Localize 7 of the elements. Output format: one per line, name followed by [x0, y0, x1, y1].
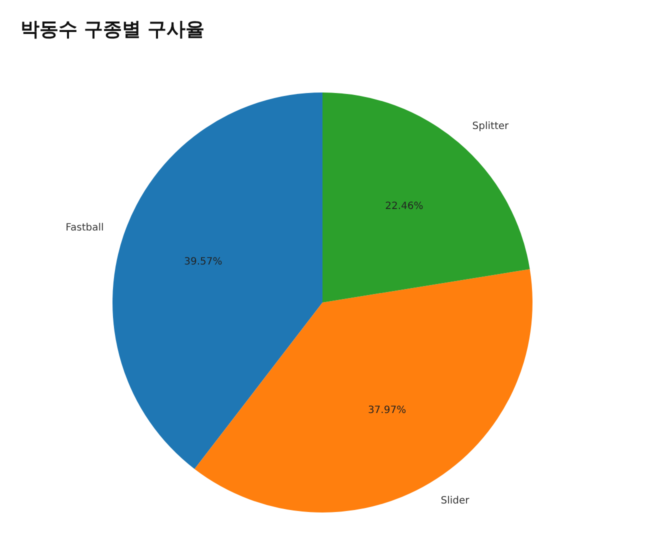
- data-label: 22.46%: [385, 201, 424, 212]
- data-label: 39.57%: [184, 256, 222, 268]
- slice-label: Splitter: [472, 121, 510, 132]
- slice-label: Slider: [440, 495, 470, 506]
- slice-label: Fastball: [66, 222, 104, 234]
- data-label: 37.97%: [368, 405, 406, 416]
- chart-title: 박동수 구종별 구사율: [20, 18, 205, 40]
